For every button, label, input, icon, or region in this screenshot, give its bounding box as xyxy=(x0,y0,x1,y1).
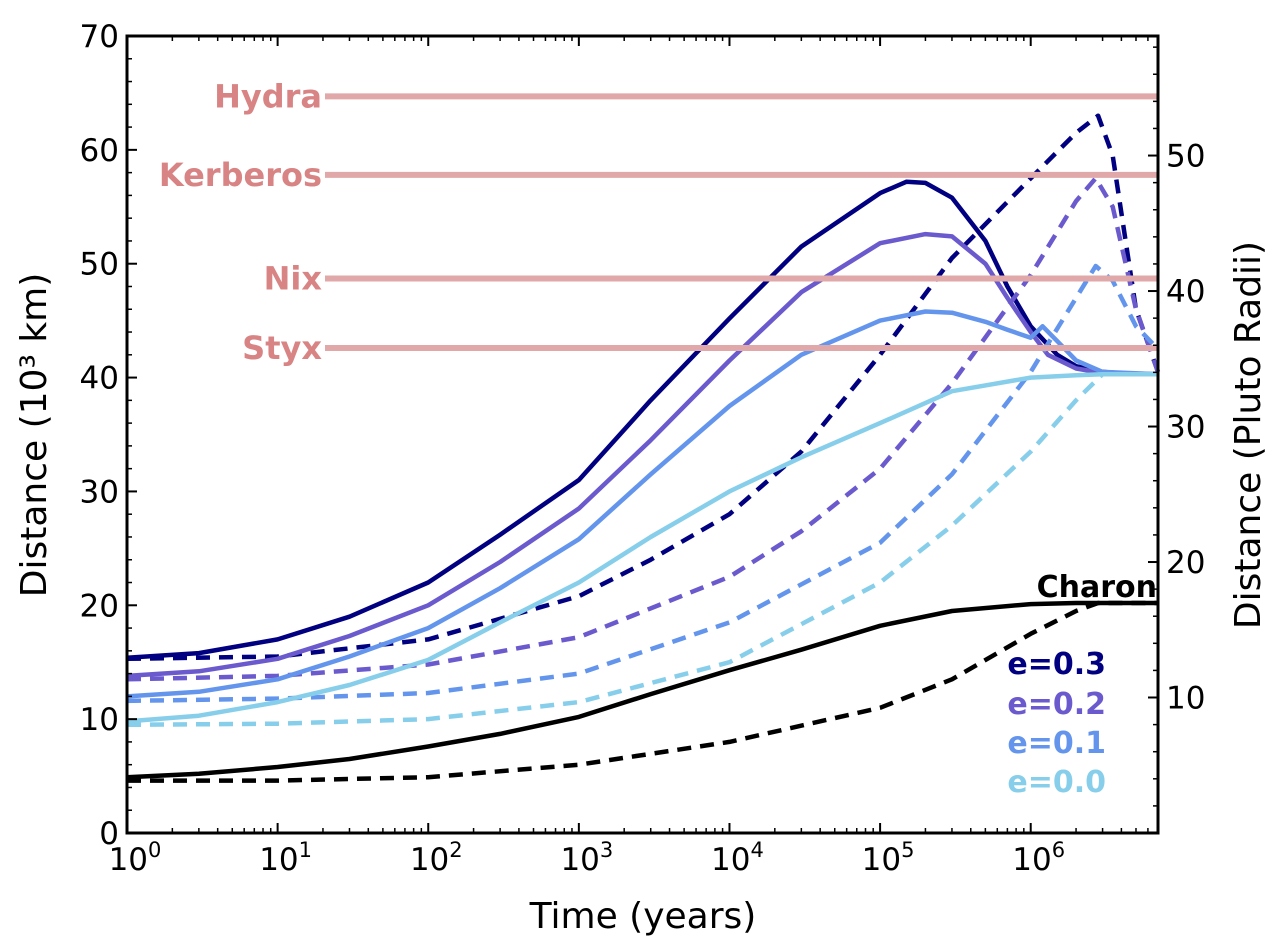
y-tick-label: 50 xyxy=(80,247,119,283)
x-tick-label: 101 xyxy=(259,838,312,878)
x-tick-label: 103 xyxy=(560,838,613,878)
x-tick-exponent: 2 xyxy=(449,838,462,862)
x-tick-exponent: 5 xyxy=(901,838,914,862)
x-tick-base: 10 xyxy=(410,842,449,878)
series-line-charon-dashed xyxy=(127,600,1158,783)
right-y-tick-label: 20 xyxy=(1166,545,1205,581)
right-y-tick-label: 40 xyxy=(1166,274,1205,310)
x-tick-label: 106 xyxy=(1012,838,1065,878)
y-tick-label: 30 xyxy=(80,474,119,510)
x-tick-exponent: 3 xyxy=(600,838,613,862)
x-tick-exponent: 6 xyxy=(1052,838,1065,862)
x-tick-base: 10 xyxy=(109,842,148,878)
right-y-tick-label: 50 xyxy=(1166,139,1205,175)
moon-label-hydra: Hydra xyxy=(214,77,322,115)
y-tick-label: 70 xyxy=(80,19,119,55)
series-line-e-0-1-solid xyxy=(126,309,1159,699)
legend-entry-e-0-2: e=0.2 xyxy=(1007,687,1106,722)
x-tick-exponent: 1 xyxy=(299,838,312,862)
right-y-axis-label: Distance (Pluto Radii) xyxy=(1228,241,1269,629)
x-tick-label: 102 xyxy=(410,838,463,878)
moon-layer: Hydra Kerberos Nix Styx xyxy=(159,77,1158,367)
x-tick-label: 105 xyxy=(862,838,915,878)
y-tick-label: 40 xyxy=(80,361,119,397)
x-tick-label: 104 xyxy=(711,838,764,878)
legend-layer: Charon e=0.3 e=0.2 e=0.1 e=0.0 xyxy=(1007,570,1157,800)
y-tick-label: 60 xyxy=(80,133,119,169)
x-tick-base: 10 xyxy=(560,842,599,878)
series-line-e-0-0-dashed xyxy=(126,371,1158,728)
series-line-e-0-0-solid xyxy=(126,371,1158,724)
moon-label-nix: Nix xyxy=(264,260,323,298)
plot-frame xyxy=(125,34,1160,835)
y-tick-label: 10 xyxy=(80,702,119,738)
series-line-e-0-3-dashed xyxy=(126,113,1161,662)
x-tick-exponent: 4 xyxy=(751,838,764,862)
x-axis-label: Time (years) xyxy=(529,896,757,937)
series-line-e-0-3-solid xyxy=(126,179,1158,660)
series-layer xyxy=(126,113,1161,783)
x-tick-exponent: 0 xyxy=(148,838,161,862)
y-tick-label: 20 xyxy=(80,588,119,624)
y-tick-label: 0 xyxy=(99,816,119,852)
x-tick-label: 100 xyxy=(109,838,162,878)
moon-label-kerberos: Kerberos xyxy=(159,156,322,194)
legend-entry-e-0-3: e=0.3 xyxy=(1007,647,1106,682)
series-line-e-0-2-solid xyxy=(126,231,1159,679)
legend-entry-e-0-1: e=0.1 xyxy=(1007,726,1106,761)
series-line-e-0-2-dashed xyxy=(126,176,1161,682)
legend-entry-charon: Charon xyxy=(1037,570,1157,605)
series-line-charon-solid xyxy=(126,600,1158,780)
y-axis-label: Distance (10³ km) xyxy=(14,273,55,598)
right-y-tick-label: 10 xyxy=(1166,681,1205,717)
legend-entry-e-0-0: e=0.0 xyxy=(1007,765,1106,800)
moon-label-styx: Styx xyxy=(242,329,322,367)
x-tick-base: 10 xyxy=(862,842,901,878)
x-tick-base: 10 xyxy=(1012,842,1051,878)
x-tick-base: 10 xyxy=(259,842,298,878)
x-tick-base: 10 xyxy=(711,842,750,878)
right-y-tick-label: 30 xyxy=(1166,410,1205,446)
